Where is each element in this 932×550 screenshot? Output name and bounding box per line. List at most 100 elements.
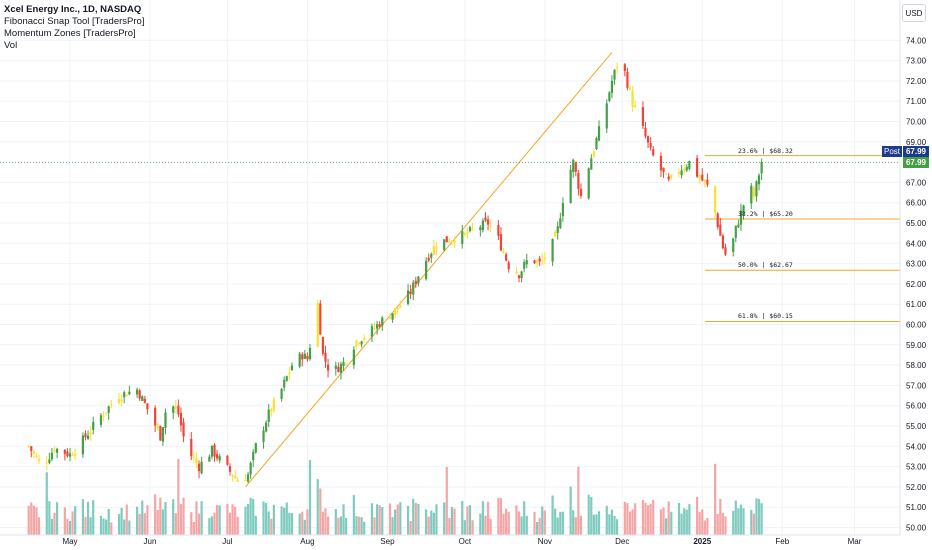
candle-body bbox=[316, 303, 319, 347]
symbol-title[interactable]: Xcel Energy Inc., 1D, NASDAQ bbox=[4, 4, 142, 15]
volume-bar bbox=[507, 511, 510, 535]
candle-body bbox=[267, 409, 270, 422]
candle-body bbox=[732, 238, 735, 253]
x-tick-label: Nov bbox=[538, 537, 552, 546]
volume-bar bbox=[272, 504, 275, 535]
candle-body bbox=[81, 435, 85, 455]
volume-bar bbox=[128, 520, 131, 535]
volume-bar bbox=[195, 501, 198, 535]
volume-bar bbox=[714, 463, 717, 535]
y-tick-label: 53.00 bbox=[906, 463, 927, 472]
currency-button[interactable]: USD bbox=[902, 4, 926, 22]
volume-bar bbox=[394, 509, 397, 535]
candle-body bbox=[670, 174, 673, 178]
volume-bar bbox=[156, 510, 159, 535]
indicator-momentum[interactable]: Momentum Zones [TradersPro] bbox=[4, 28, 136, 39]
candle-body bbox=[288, 372, 291, 374]
candle-body bbox=[27, 445, 30, 447]
candle-body bbox=[210, 445, 214, 457]
volume-bar bbox=[262, 501, 265, 535]
volume-bar bbox=[543, 510, 546, 535]
candle-body bbox=[375, 324, 379, 329]
candle-body bbox=[649, 143, 652, 148]
indicator-fib[interactable]: Fibonacci Snap Tool [TradersPro] bbox=[4, 16, 145, 27]
candle-body bbox=[739, 210, 743, 225]
candle-body bbox=[326, 364, 330, 371]
candle-body bbox=[265, 422, 268, 432]
candle-body bbox=[414, 280, 417, 285]
candle-body bbox=[262, 430, 265, 442]
candle-body bbox=[197, 463, 201, 472]
volume-bar bbox=[698, 512, 701, 535]
volume-bar bbox=[161, 509, 165, 535]
candle-body bbox=[308, 347, 312, 360]
candle-body bbox=[680, 170, 683, 176]
volume-bar bbox=[27, 505, 30, 535]
volume-bar bbox=[752, 513, 755, 535]
candle-body bbox=[280, 388, 283, 399]
volume-bar bbox=[192, 521, 195, 535]
volume-bar bbox=[35, 507, 38, 535]
candle-body bbox=[554, 231, 557, 237]
volume-bar bbox=[448, 518, 451, 535]
candle-body bbox=[254, 443, 257, 453]
volume-bar bbox=[541, 506, 544, 535]
volume-bar bbox=[190, 512, 193, 535]
volume-bar bbox=[301, 511, 304, 535]
volume-bar bbox=[68, 520, 72, 535]
volume-bar bbox=[373, 517, 376, 535]
volume-bar bbox=[200, 501, 203, 535]
volume-bar bbox=[210, 516, 214, 535]
fib-level-label: 23.6% | $68.32 bbox=[738, 146, 793, 155]
candle-body bbox=[370, 326, 374, 337]
volume-bar bbox=[370, 503, 374, 535]
candle-body bbox=[695, 158, 699, 177]
volume-bar bbox=[208, 518, 211, 535]
candle-body bbox=[244, 480, 247, 482]
y-tick-label: 56.00 bbox=[906, 402, 927, 411]
volume-bar bbox=[86, 501, 90, 535]
candle-body bbox=[177, 405, 180, 415]
candle-body bbox=[342, 362, 345, 366]
candle-body bbox=[30, 446, 33, 451]
candle-body bbox=[156, 424, 159, 429]
y-tick-label: 61.00 bbox=[906, 300, 927, 309]
candle-body bbox=[445, 236, 448, 243]
volume-bar bbox=[117, 514, 121, 535]
volume-bar bbox=[254, 515, 257, 535]
volume-bar bbox=[577, 466, 580, 535]
volume-bar bbox=[110, 522, 113, 535]
candle-body bbox=[195, 458, 198, 463]
candle-body bbox=[252, 451, 255, 461]
candle-body bbox=[714, 186, 717, 213]
candle-body bbox=[192, 456, 195, 458]
y-tick-label: 66.00 bbox=[906, 199, 927, 208]
volume-bar bbox=[517, 511, 521, 535]
volume-bar bbox=[538, 517, 541, 535]
volume-bar bbox=[252, 498, 255, 535]
volume-bar bbox=[32, 505, 35, 535]
volume-bar bbox=[628, 511, 632, 535]
candle-body bbox=[35, 456, 38, 458]
volume-bar bbox=[48, 501, 51, 535]
candle-body bbox=[688, 160, 691, 170]
candle-body bbox=[32, 451, 35, 454]
candle-body bbox=[427, 257, 430, 261]
candle-body bbox=[355, 340, 358, 348]
candle-body bbox=[605, 103, 608, 129]
volume-bar bbox=[430, 510, 433, 535]
candle-body bbox=[249, 462, 252, 475]
volume-bar bbox=[74, 506, 77, 535]
x-tick-label: Dec bbox=[615, 537, 629, 546]
volume-bar bbox=[760, 503, 763, 535]
volume-bar bbox=[646, 505, 650, 535]
candle-body bbox=[164, 412, 167, 428]
indicator-volume[interactable]: Vol bbox=[4, 40, 18, 51]
candle-body bbox=[626, 71, 629, 88]
candle-body bbox=[174, 406, 177, 409]
volume-bar bbox=[146, 505, 149, 535]
candle-body bbox=[701, 174, 704, 181]
volume-bar bbox=[734, 500, 737, 535]
volume-bar bbox=[319, 488, 322, 535]
